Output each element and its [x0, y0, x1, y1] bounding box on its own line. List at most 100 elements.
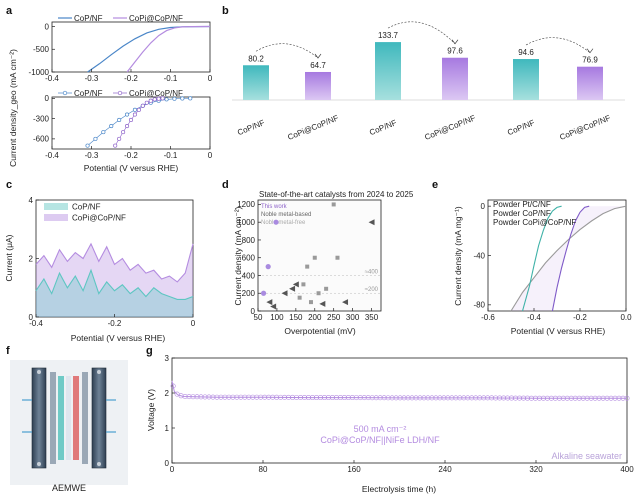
data-point-voltage: [321, 395, 327, 401]
arrow-head: [314, 53, 322, 59]
data-point-voltage: [401, 395, 407, 401]
data-point-voltage: [532, 395, 538, 401]
data-point-cop: [85, 143, 90, 148]
data-point-copi: [136, 107, 141, 112]
data-point-copi: [125, 123, 130, 129]
data-point-voltage: [445, 395, 451, 401]
y-tick-label: 1000: [237, 218, 255, 227]
bar-copi: [577, 66, 603, 100]
data-point-voltage: [274, 394, 280, 400]
bar-cop: [243, 65, 269, 100]
x-tick-label: 0: [208, 74, 213, 83]
x-tick-label: -0.4: [45, 151, 59, 160]
x-tick-label: 150: [289, 313, 303, 322]
y-tick-label: 1200: [237, 200, 255, 209]
data-point-voltage: [214, 394, 220, 400]
data-point-voltage: [294, 394, 300, 400]
y-tick-label: 200: [242, 289, 256, 298]
x-tick-label: -0.2: [573, 313, 587, 322]
series-line-cop: [35, 268, 194, 300]
bar-copi: [305, 71, 331, 100]
data-point-voltage: [453, 395, 459, 401]
data-point-voltage: [206, 394, 212, 400]
data-point-voltage: [616, 395, 622, 401]
bar-category-label: CoP/NF: [368, 118, 398, 137]
series-line-voltage: [171, 380, 627, 399]
data-point-voltage: [317, 395, 323, 401]
data-point-voltage: [425, 395, 431, 401]
data-point-voltage: [258, 394, 264, 400]
bar-cop: [375, 42, 401, 100]
flow-plate-left: [50, 372, 56, 464]
data-point-voltage: [337, 395, 343, 401]
data-point-voltage: [457, 395, 463, 401]
data-point-voltage: [608, 395, 614, 401]
data-point-voltage: [433, 395, 439, 401]
x-tick-label: -0.3: [85, 151, 99, 160]
data-point-voltage: [282, 394, 288, 400]
data-point-voltage: [612, 395, 618, 401]
data-point-voltage: [286, 394, 292, 400]
y-tick-label: 0: [481, 202, 486, 211]
bar-category-label: CoPi@CoP/NF: [558, 113, 611, 142]
y-tick-label: 2: [165, 389, 170, 398]
data-point-voltage: [397, 395, 403, 401]
y-tick-label: 0: [29, 313, 34, 322]
y-tick-label: -300: [33, 114, 50, 123]
bar-value-label: 133.7: [378, 31, 399, 40]
data-point-voltage: [361, 395, 367, 401]
data-point-voltage: [540, 395, 546, 401]
panel-g-chart: 0 80 160 240 320 400 0 1 2 3 500 mA cm⁻²CoPi@CoP/N…: [165, 354, 635, 474]
data-point-voltage: [202, 394, 208, 400]
data-point-cop: [132, 107, 138, 112]
arrow-head: [451, 39, 459, 45]
x-tick-label: 0: [191, 319, 196, 328]
data-point-voltage: [305, 395, 311, 401]
bar-value-label: 76.9: [582, 56, 598, 65]
data-point-voltage: [349, 395, 355, 401]
data-point-voltage: [600, 395, 606, 401]
data-point-voltage: [485, 395, 491, 401]
legend-swatch-copi: [44, 214, 68, 221]
aemwe-illustration: AEMWE: [10, 360, 128, 493]
shaded-region: [511, 206, 626, 311]
series-line-copi: [126, 25, 211, 73]
data-point-cop: [164, 97, 169, 102]
data-point-noble-metal-free: [292, 281, 299, 288]
data-point-noble-metal-based: [308, 300, 313, 305]
x-tick-label: -0.2: [124, 74, 138, 83]
data-point-voltage: [477, 395, 483, 401]
data-point-voltage: [520, 395, 526, 401]
data-point-noble-metal-based: [335, 255, 340, 260]
data-point-noble-metal-based: [301, 282, 306, 287]
data-point-voltage: [190, 394, 196, 400]
data-point-voltage: [620, 395, 626, 401]
data-point-cop: [180, 96, 185, 101]
data-point-voltage: [385, 395, 391, 401]
data-point-voltage: [373, 395, 379, 401]
x-tick-label: 300: [346, 313, 360, 322]
bolt: [37, 462, 41, 466]
data-point-noble-metal-free: [281, 290, 288, 297]
legend-swatch-cop: [44, 203, 68, 210]
comparison-arrow: [255, 43, 319, 59]
data-point-noble-metal-based: [324, 286, 329, 291]
data-point-this-work: [260, 290, 267, 296]
x-tick-label: -0.4: [527, 313, 541, 322]
membrane: [66, 376, 71, 460]
data-point-voltage: [246, 394, 252, 400]
data-point-voltage: [298, 394, 304, 400]
data-point-cop: [188, 96, 193, 101]
data-point-voltage: [409, 395, 415, 401]
data-point-voltage: [186, 394, 192, 400]
data-point-voltage: [341, 395, 347, 401]
data-point-voltage: [528, 395, 534, 401]
x-tick-label: 160: [347, 465, 361, 474]
data-point-copi: [113, 143, 118, 148]
axes-frame: [51, 96, 211, 150]
legend-label: CoP/NF: [72, 203, 101, 212]
data-point-noble-metal-free: [319, 300, 326, 307]
bar-category-label: CoPi@CoP/NF: [423, 113, 476, 142]
bar-category-label: CoPi@CoP/NF: [286, 113, 339, 142]
x-tick-label: -0.1: [164, 74, 178, 83]
